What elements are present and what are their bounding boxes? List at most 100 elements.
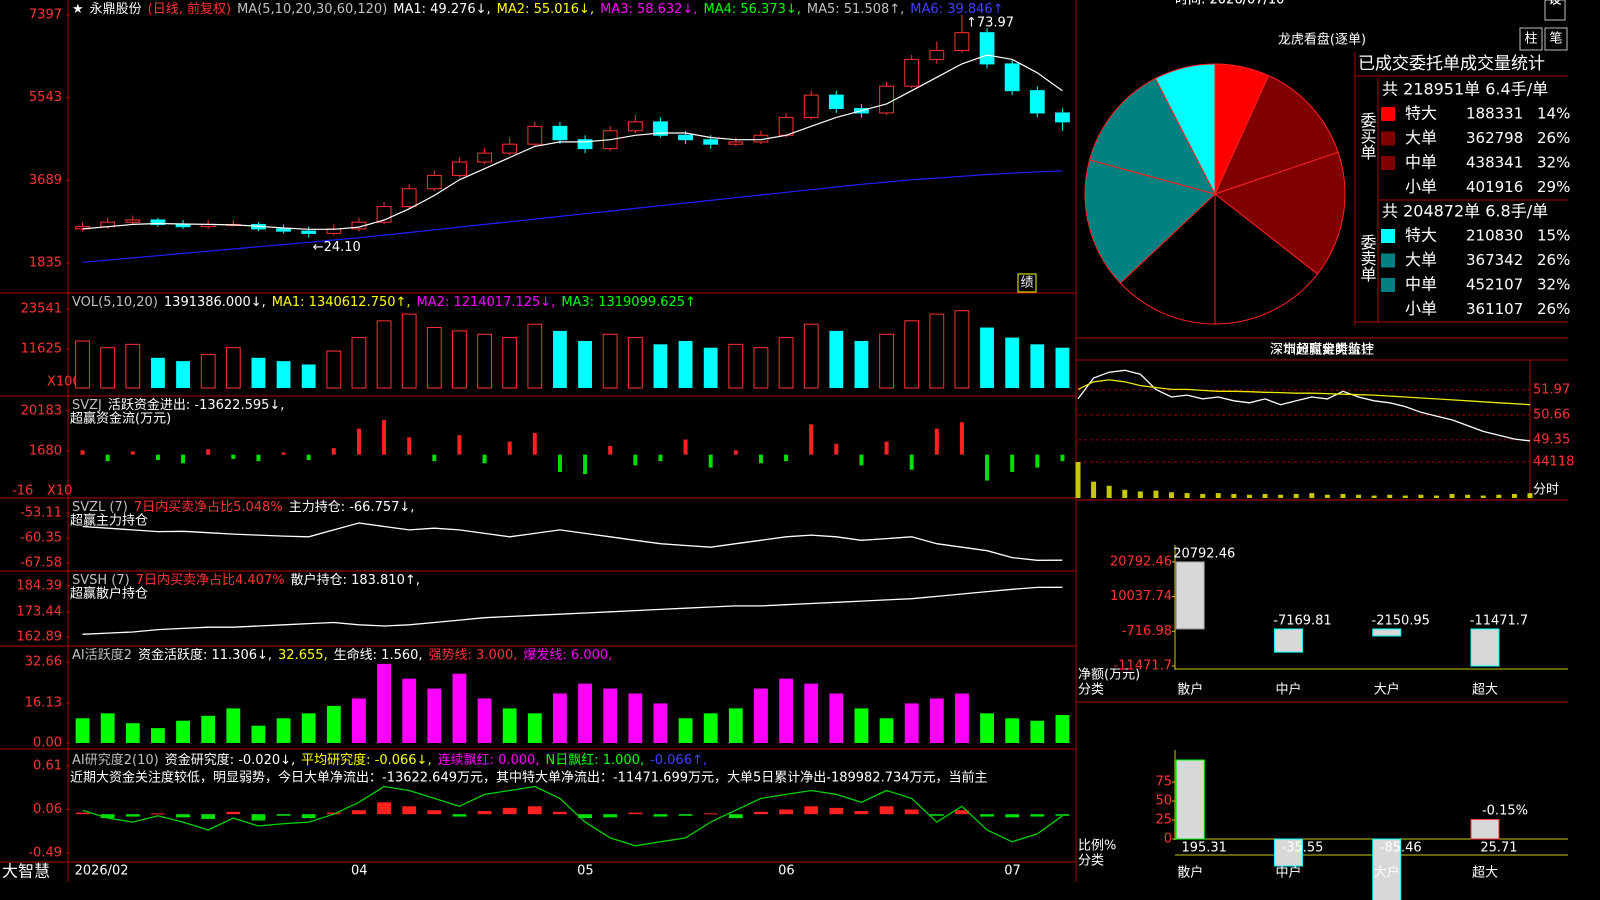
candle-body [452, 161, 467, 176]
order-count: 401916 [1466, 178, 1523, 196]
value-label: -2150.95 [1372, 613, 1430, 628]
bar [627, 337, 643, 389]
bar [281, 452, 286, 455]
candle-body [728, 141, 744, 145]
y-tick-label: 5543 [29, 90, 62, 105]
bar [276, 814, 291, 816]
candle-body [1004, 63, 1020, 92]
header-item: 32.655, [278, 648, 328, 663]
header-item: MA3: 1319099.625↑ [561, 295, 696, 310]
value-label: -35.55 [1282, 841, 1324, 856]
bar [1356, 494, 1362, 498]
time-label: 时间: 2026/07/10 [1175, 0, 1284, 8]
bar [803, 323, 819, 389]
bar [452, 673, 467, 743]
x-tick-label: 04 [351, 864, 368, 879]
bar [1371, 495, 1377, 498]
bar [351, 337, 367, 389]
order-share: 15% [1537, 227, 1570, 245]
header-item: MA1: 49.276↓, [393, 2, 490, 17]
bar [733, 450, 738, 455]
settings-button[interactable] [1544, 0, 1566, 21]
bar [206, 449, 211, 455]
order-count: 362798 [1466, 129, 1523, 147]
bar [553, 330, 567, 388]
bar [181, 454, 186, 464]
bar [778, 337, 794, 389]
bar [1372, 628, 1402, 637]
panel-subtitle: 超赢主力持仓 [70, 513, 148, 529]
candle-body [1029, 90, 1045, 114]
x-label: 分类 [1078, 683, 1104, 698]
bar [829, 330, 844, 388]
bar [427, 810, 442, 815]
legend-name: 中单 [1405, 153, 1437, 172]
header-item: MA5: 51.508↑, [807, 2, 904, 17]
y-tick-label: 0.61 [33, 759, 62, 774]
view-button-label[interactable]: 柱 [1524, 32, 1537, 47]
bar [653, 703, 668, 743]
header-item: 强势线: 3.000, [429, 647, 518, 663]
settings-label[interactable]: 设 [1548, 0, 1561, 8]
bar [1470, 628, 1500, 667]
header-item: 7日内买卖净占比4.407% [136, 572, 285, 588]
bar [1231, 493, 1237, 498]
time-label: 时间: 2026/07/10 [1175, 0, 1284, 8]
bar [829, 807, 844, 815]
bar [703, 713, 718, 743]
settings-label[interactable]: 设 [1548, 0, 1561, 8]
candle-body [401, 188, 417, 208]
bar [678, 814, 693, 816]
y-tick-label: -716.98 [1122, 624, 1172, 639]
view-button-label[interactable]: 笔 [1549, 31, 1562, 47]
y-tick-label: 32.66 [25, 655, 62, 670]
legend-name: 中单 [1405, 275, 1437, 294]
value-label: -11471.7 [1470, 613, 1528, 628]
bar [1293, 493, 1299, 498]
bar [1030, 344, 1045, 388]
unit-label: X10 [47, 484, 72, 499]
x-tick-label: 2026/02 [75, 864, 129, 879]
bar [457, 435, 462, 455]
header-item: MA2: 1214017.125↓, [417, 295, 556, 310]
bar [753, 347, 769, 389]
y-tick-label: 50 [1155, 794, 1172, 809]
bar [1273, 838, 1303, 867]
y-tick-label: 184.39 [17, 578, 63, 593]
header-item: 7日内买卖净占比5.048% [134, 499, 283, 515]
candle-body [703, 139, 719, 145]
bar [225, 347, 241, 389]
panel-header: SVSH (7) 7日内买卖净占比4.407% 散户持仓: 183.810↑, [72, 572, 420, 588]
bar [452, 814, 467, 817]
bar [401, 313, 417, 389]
bar [578, 814, 592, 819]
order-count: 452107 [1466, 276, 1523, 294]
legend-swatch [1381, 156, 1395, 170]
legend-name: 小单 [1405, 177, 1437, 196]
bar [502, 807, 517, 815]
x-label: 分类 [1078, 854, 1104, 869]
bar [980, 814, 994, 817]
bar [779, 809, 793, 815]
vol-label: 分时 [1533, 483, 1559, 498]
bar [959, 422, 964, 455]
y-tick-label: 50.66 [1533, 407, 1570, 422]
legend-name: 小单 [1405, 299, 1437, 318]
view-button[interactable] [1544, 27, 1568, 51]
bar [200, 353, 216, 389]
view-button[interactable] [1519, 27, 1543, 51]
bar [1075, 462, 1081, 498]
order-share: 26% [1537, 300, 1570, 318]
bar [326, 812, 341, 815]
legend-name: 特大 [1405, 226, 1437, 245]
legend-swatch [1381, 131, 1395, 146]
min-label: ←24.10 [313, 240, 361, 255]
badge: 绩 [1020, 276, 1033, 291]
header-item: 生命线: 1.560, [334, 647, 423, 663]
max-label: ↑73.97 [966, 15, 1014, 30]
panel-header: AI活跃度2 资金活跃度: 11.306↓, 32.655, 生命线: 1.560, 强… [72, 647, 612, 663]
bar [1106, 485, 1112, 498]
header-item: SVZJ [72, 398, 102, 413]
candle-body [653, 121, 668, 136]
bar [758, 454, 763, 464]
